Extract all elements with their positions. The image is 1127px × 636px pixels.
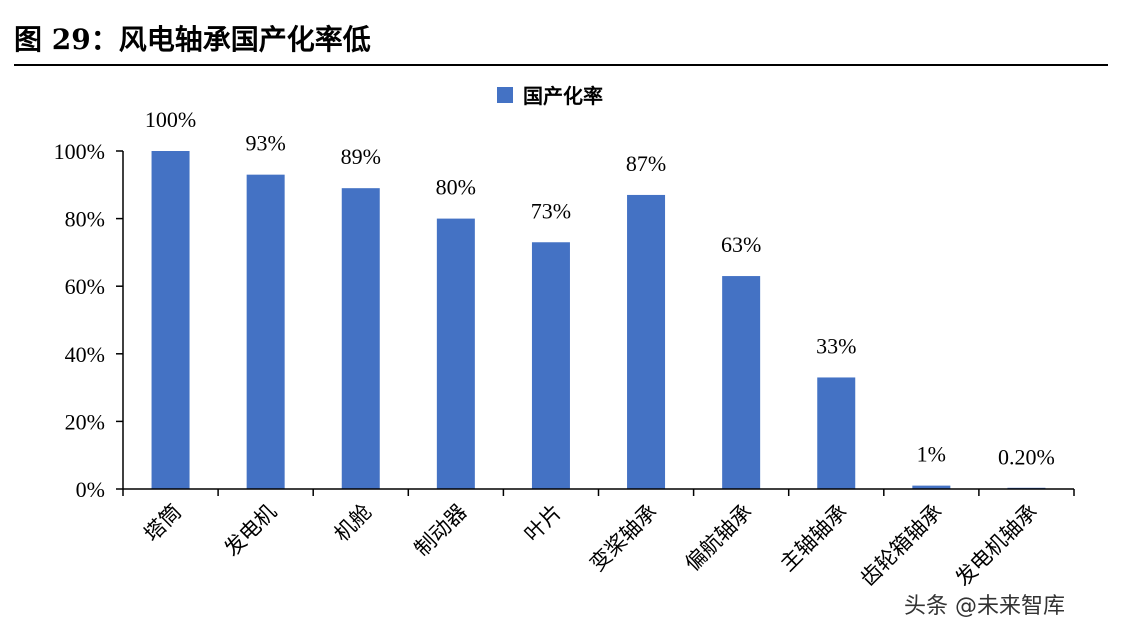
- y-tick-label-4: 80%: [65, 207, 105, 232]
- category-label-1: 塔筒: [139, 500, 186, 547]
- axes-group: 0% 20% 40% 60% 80% 100%: [54, 139, 1075, 502]
- y-tick-label-1: 20%: [65, 409, 105, 434]
- data-label-7: 63%: [721, 232, 761, 257]
- y-tick-label-2: 40%: [65, 342, 105, 367]
- category-label-10: 发电机轴承: [951, 500, 1042, 591]
- data-label-9: 1%: [917, 442, 946, 467]
- legend-swatch: [497, 87, 513, 103]
- data-label-6: 87%: [626, 151, 666, 176]
- bar-4: [436, 218, 475, 489]
- figure-title: 图 29：风电轴承国产化率低: [14, 23, 371, 56]
- bar-8: [817, 377, 856, 489]
- data-label-2: 93%: [245, 131, 285, 156]
- category-label-8: 主轴轴承: [775, 500, 851, 576]
- y-tick-label-5: 100%: [54, 139, 105, 164]
- bar-3: [341, 188, 380, 489]
- legend: 国产化率: [497, 84, 603, 108]
- data-label-8: 33%: [816, 333, 856, 358]
- category-label-4: 制动器: [410, 500, 472, 562]
- bar-6: [627, 194, 666, 489]
- bar-2: [246, 174, 285, 489]
- category-label-5: 叶片: [520, 500, 567, 547]
- watermark: 头条 @未来智库: [904, 594, 1065, 619]
- bars-group: [151, 151, 1046, 489]
- category-label-7: 偏航轴承: [680, 500, 756, 576]
- data-label-4: 80%: [436, 175, 476, 200]
- y-tick-label-3: 60%: [65, 274, 105, 299]
- data-labels-group: 100% 93% 89% 80% 73% 87% 63% 33% 1% 0.20%: [145, 107, 1055, 469]
- category-label-6: 变桨轴承: [585, 500, 661, 576]
- bar-1: [151, 151, 190, 489]
- data-label-3: 89%: [341, 144, 381, 169]
- category-label-9: 齿轮箱轴承: [856, 500, 947, 591]
- data-label-5: 73%: [531, 198, 571, 223]
- title-rule: [14, 64, 1108, 66]
- bar-9: [912, 485, 951, 489]
- y-tick-label-0: 0%: [76, 477, 105, 502]
- category-label-2: 发电机: [220, 500, 282, 562]
- bar-5: [531, 242, 570, 489]
- legend-label: 国产化率: [523, 84, 603, 108]
- bar-7: [722, 276, 761, 489]
- data-label-10: 0.20%: [998, 444, 1055, 469]
- data-label-1: 100%: [145, 107, 196, 132]
- category-label-3: 机舱: [330, 500, 377, 547]
- category-labels-group: 塔筒 发电机 机舱 制动器 叶片 变桨轴承 偏航轴承 主轴轴承 齿轮箱轴承 发电机轴承: [139, 500, 1042, 591]
